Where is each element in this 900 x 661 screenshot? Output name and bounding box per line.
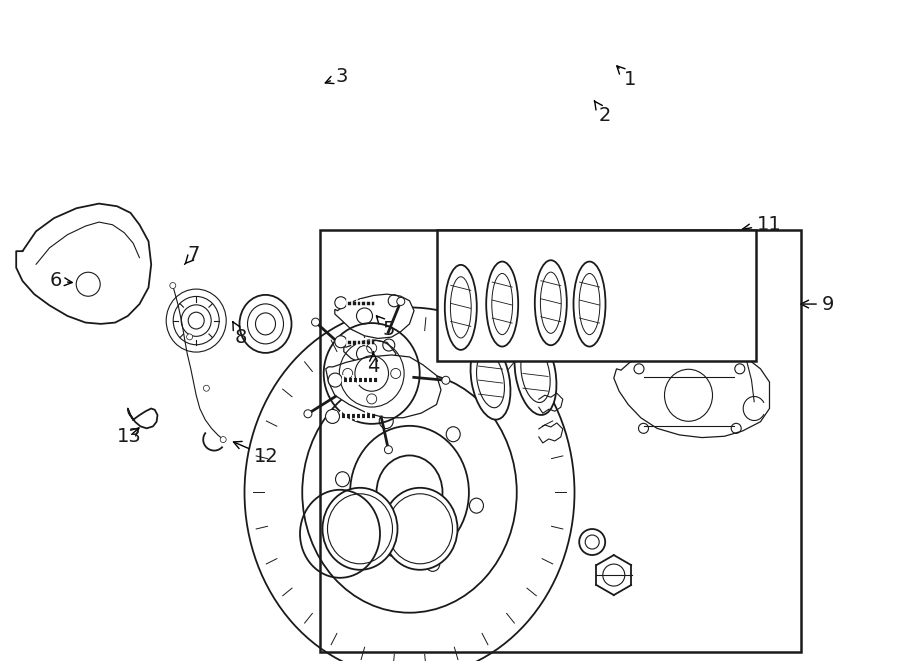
Ellipse shape [322,488,398,570]
Ellipse shape [573,262,606,346]
Circle shape [304,410,312,418]
Text: 5: 5 [376,316,395,338]
Circle shape [335,297,346,309]
Text: 10: 10 [690,341,733,360]
Text: 7: 7 [184,245,200,264]
Text: 12: 12 [233,442,279,465]
Ellipse shape [535,260,567,345]
Circle shape [170,282,176,289]
Text: 6: 6 [50,272,72,290]
Text: 9: 9 [801,295,834,313]
Polygon shape [344,340,396,367]
Circle shape [328,373,342,387]
Bar [436,230,756,361]
Circle shape [186,334,193,340]
Circle shape [203,385,210,391]
Bar [320,230,801,652]
Ellipse shape [486,262,518,346]
Circle shape [335,336,346,348]
Text: 2: 2 [594,101,611,125]
Circle shape [442,376,450,384]
Polygon shape [326,355,441,418]
Polygon shape [614,349,770,438]
Circle shape [384,446,392,453]
Text: 11: 11 [742,215,782,234]
Text: 4: 4 [367,352,380,376]
Ellipse shape [515,332,556,415]
Circle shape [311,318,320,326]
Circle shape [326,409,339,424]
Circle shape [397,297,405,305]
Ellipse shape [445,265,477,350]
Polygon shape [335,294,414,338]
Circle shape [220,436,226,443]
Ellipse shape [471,340,510,420]
Text: 1: 1 [616,66,636,89]
Text: 3: 3 [325,67,348,85]
Ellipse shape [239,295,292,353]
Ellipse shape [382,488,457,570]
Text: 8: 8 [233,322,248,346]
Text: 13: 13 [117,427,142,446]
